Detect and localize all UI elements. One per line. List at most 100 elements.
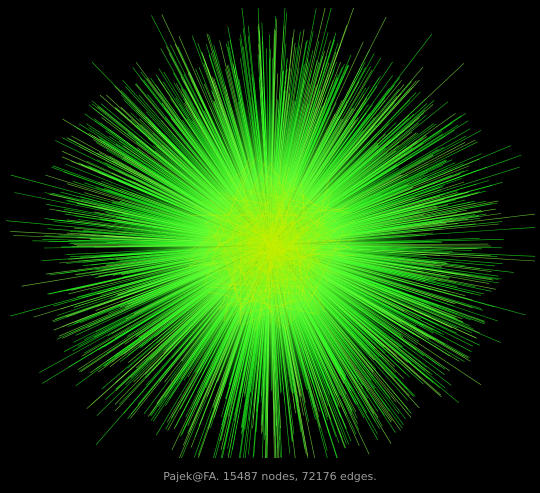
core-edge: [266, 217, 289, 248]
core-edge: [245, 251, 260, 281]
core-edge: [240, 177, 263, 257]
core-edge: [266, 177, 304, 243]
core-edge: [276, 236, 289, 325]
core-edge: [244, 250, 263, 259]
core-edge: [224, 207, 274, 245]
core-edge: [301, 275, 320, 311]
core-edge: [267, 231, 284, 258]
core-edge: [254, 236, 292, 283]
core-edge: [231, 233, 238, 307]
core-edge: [203, 220, 229, 247]
core-edge: [232, 195, 326, 225]
core-edge: [244, 297, 300, 325]
core-edge: [270, 243, 304, 264]
core-edge-layer: [185, 156, 356, 332]
core-edge: [222, 260, 256, 274]
core-edge: [247, 249, 296, 263]
core-edge: [253, 240, 273, 248]
core-edge: [324, 234, 346, 259]
core-edge: [277, 172, 298, 250]
core-edge: [243, 247, 278, 263]
core-edge: [284, 285, 320, 330]
core-edge: [227, 237, 271, 278]
core-edge: [232, 252, 292, 260]
core-edge: [227, 156, 257, 216]
core-edge: [251, 162, 271, 241]
core-edge: [203, 157, 250, 286]
core-edge: [211, 283, 316, 288]
core-edge: [263, 229, 286, 239]
core-edge: [234, 242, 270, 279]
core-edge: [270, 163, 329, 283]
core-edge: [235, 206, 321, 312]
core-edge: [271, 240, 336, 253]
core-edge: [293, 194, 332, 219]
core-edge: [229, 161, 254, 183]
core-edge: [244, 251, 319, 261]
core-edge: [342, 231, 353, 239]
core-edge: [224, 162, 266, 253]
core-edge: [274, 184, 285, 228]
core-edge: [278, 220, 356, 253]
core-edge: [257, 184, 270, 264]
core-edge: [295, 196, 333, 239]
core-edge: [271, 166, 290, 246]
core-edge: [287, 190, 334, 251]
core-edge: [258, 159, 337, 222]
core-edge: [260, 171, 320, 304]
core-edge: [240, 256, 273, 264]
core-edge: [240, 202, 266, 242]
core-edge: [204, 202, 255, 224]
core-edge: [216, 210, 259, 223]
core-edge: [217, 221, 299, 260]
core-edge: [261, 212, 292, 266]
core-edge: [201, 234, 229, 239]
core-edge: [211, 226, 275, 244]
core-edge: [250, 249, 280, 259]
core-edge: [263, 227, 271, 234]
core-edge: [218, 283, 283, 309]
core-edge: [242, 256, 280, 329]
core-edge: [224, 240, 327, 322]
core-edge: [264, 240, 279, 247]
core-edge: [204, 224, 288, 332]
graph-caption: Pajek@FA. 15487 nodes, 72176 edges.: [163, 470, 377, 483]
core-edge: [207, 212, 273, 244]
core-edge: [237, 215, 298, 324]
core-edge: [231, 212, 330, 290]
core-edge: [208, 198, 266, 254]
core-edge: [263, 174, 319, 207]
core-edge: [309, 221, 337, 233]
core-edge: [258, 252, 272, 271]
core-edge: [278, 229, 319, 276]
core-edge: [240, 214, 321, 266]
core-edge: [243, 175, 253, 300]
core-edge: [261, 182, 276, 255]
core-edge: [224, 226, 257, 319]
core-edge: [234, 207, 350, 222]
core-edge: [188, 229, 226, 252]
core-edge: [301, 182, 309, 244]
core-edge: [238, 298, 308, 315]
core-edge: [205, 286, 300, 294]
core-edge: [231, 295, 275, 307]
core-edge: [229, 276, 316, 286]
core-edge: [277, 217, 320, 322]
core-edge: [268, 176, 295, 238]
core-edge: [299, 193, 305, 297]
core-edge: [259, 241, 273, 246]
core-edge: [300, 268, 326, 313]
core-edge: [215, 213, 255, 302]
core-edge: [269, 247, 302, 267]
core-edge: [287, 239, 292, 272]
core-edge: [250, 241, 255, 308]
core-edge: [230, 222, 285, 278]
core-edge: [195, 222, 269, 256]
core-edge: [289, 249, 296, 322]
core-edge: [249, 234, 266, 318]
core-edge: [268, 175, 294, 261]
core-edge: [185, 209, 272, 270]
core-edge: [300, 178, 330, 303]
core-edge: [213, 242, 239, 258]
